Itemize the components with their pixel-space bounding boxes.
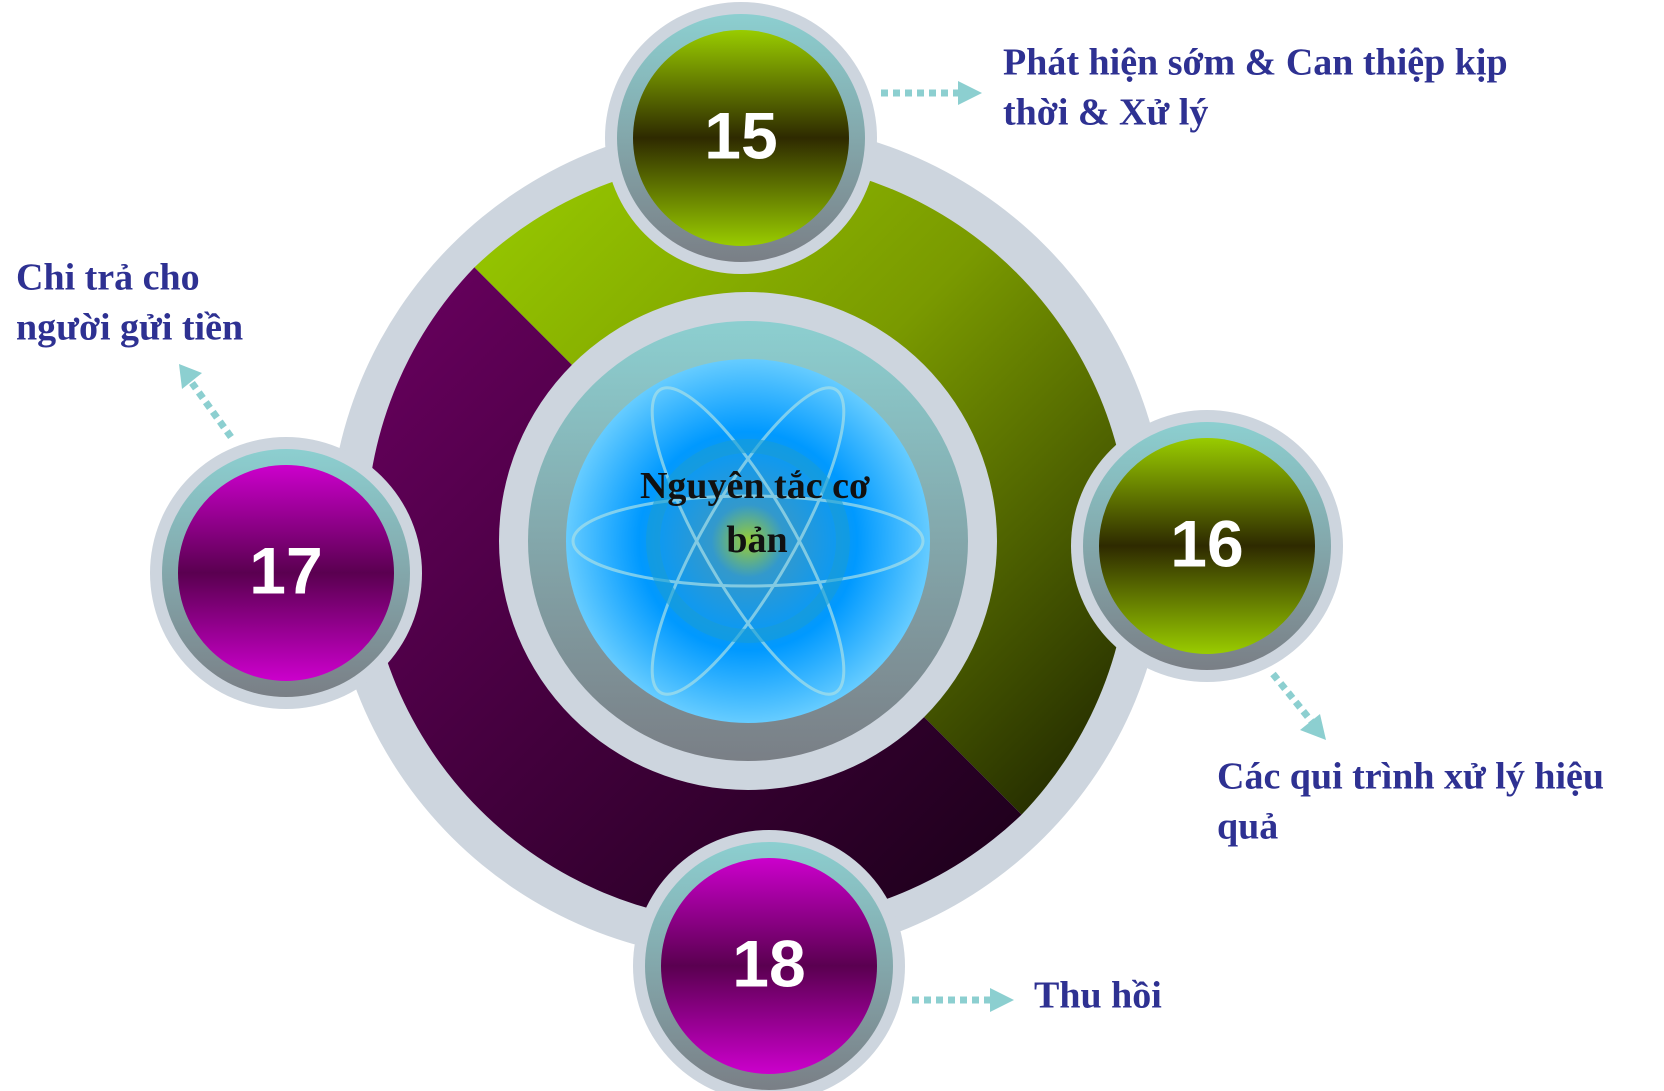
node-label: người gửi tiền (16, 307, 243, 349)
arrow-head (990, 988, 1014, 1012)
page: {"center": {"label_lines": ["Nguyên tắc … (0, 0, 1664, 1091)
arrow-head (1300, 714, 1326, 740)
node-label: thời & Xử lý (1003, 92, 1208, 134)
node-number: 17 (249, 533, 322, 607)
node-number: 15 (704, 98, 777, 172)
node-label: Chi trả cho (16, 257, 200, 299)
node-label: Các qui trình xử lý hiệu (1217, 756, 1604, 798)
arrow (192, 383, 231, 437)
arrow (1273, 674, 1312, 722)
node-label: Phát hiện sớm & Can thiệp kịp (1003, 42, 1508, 84)
arrow-head (958, 81, 982, 105)
node-label: Thu hồi (1034, 975, 1162, 1017)
diagram: Nguyên tắc cơ bản 15 16 17 18 Phát hiện sớm… (0, 0, 1664, 1091)
node-label: quả (1217, 806, 1278, 848)
center-label: bản (726, 519, 787, 561)
node-number: 16 (1170, 506, 1243, 580)
center-label: Nguyên tắc cơ (640, 465, 870, 507)
node-number: 18 (732, 926, 805, 1000)
